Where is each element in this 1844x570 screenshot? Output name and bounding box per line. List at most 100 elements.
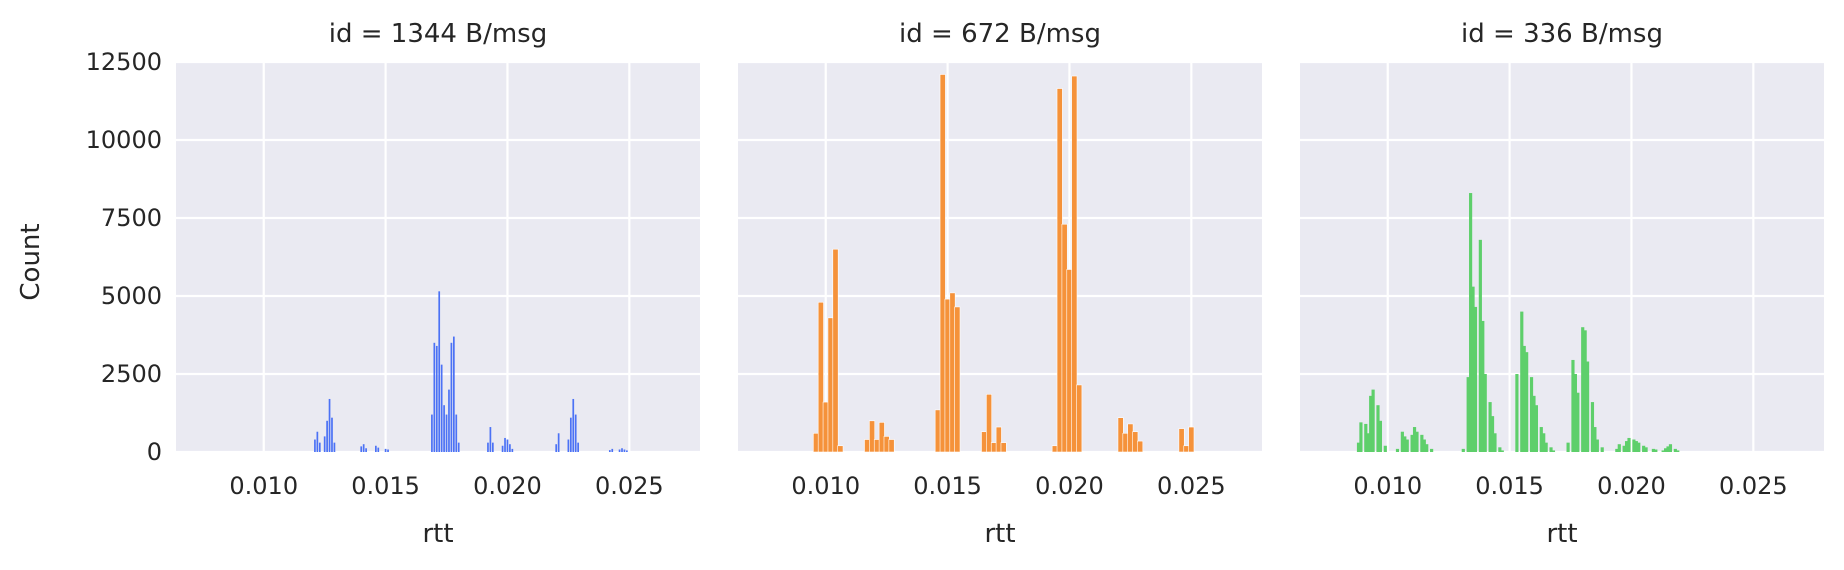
histogram-bar bbox=[501, 445, 504, 452]
histogram-bar bbox=[1359, 422, 1363, 452]
histogram-bar bbox=[365, 448, 367, 452]
histogram-bar bbox=[1183, 445, 1190, 453]
histogram-bar bbox=[443, 405, 445, 452]
plot-area bbox=[738, 62, 1262, 452]
histogram-bar bbox=[1571, 359, 1575, 452]
histogram-bar bbox=[377, 447, 380, 452]
x-axis-label: rtt bbox=[1546, 519, 1577, 549]
x-tick-label: 0.025 bbox=[595, 472, 664, 500]
x-tick-label: 0.010 bbox=[791, 472, 860, 500]
histogram-bar bbox=[1532, 395, 1536, 452]
histogram-bar bbox=[1661, 450, 1665, 452]
y-tick-label: 7500 bbox=[101, 204, 162, 232]
x-tick-label: 0.020 bbox=[473, 472, 542, 500]
y-tick-label: 0 bbox=[147, 438, 162, 466]
histogram-bar bbox=[1663, 448, 1668, 452]
x-tick-label: 0.015 bbox=[1475, 472, 1544, 500]
histogram-bar bbox=[567, 439, 570, 452]
x-tick-label: 0.015 bbox=[913, 472, 982, 500]
histogram-bar bbox=[1412, 427, 1417, 452]
histogram-bar bbox=[1430, 448, 1434, 452]
histogram-bar bbox=[1573, 374, 1577, 452]
histogram-bar bbox=[1522, 345, 1526, 452]
histogram-bar bbox=[1420, 434, 1424, 452]
histogram-bar bbox=[864, 439, 871, 453]
histogram-bar bbox=[440, 364, 443, 452]
histogram-bar bbox=[623, 449, 626, 452]
histogram-bar bbox=[326, 420, 328, 452]
histogram-bar bbox=[1632, 439, 1636, 452]
histogram-bar bbox=[1676, 450, 1680, 452]
histogram-bar bbox=[1376, 405, 1380, 452]
histogram-bar bbox=[438, 291, 441, 452]
histogram-bar bbox=[1581, 327, 1585, 452]
panel-title: id = 336 B/msg bbox=[1461, 19, 1663, 49]
histogram-bar bbox=[1410, 434, 1414, 452]
histogram-bar bbox=[1490, 416, 1495, 452]
histogram-bar bbox=[1493, 433, 1497, 452]
histogram-bar bbox=[1483, 374, 1487, 452]
histogram-bar bbox=[981, 431, 988, 453]
histogram-bar bbox=[1132, 431, 1139, 453]
histogram-bar bbox=[873, 439, 880, 453]
histogram-bar bbox=[1061, 223, 1068, 453]
x-tick-label: 0.010 bbox=[229, 472, 298, 500]
histogram-bar bbox=[827, 317, 834, 453]
histogram-bar bbox=[1520, 311, 1524, 452]
histogram-bar bbox=[574, 414, 577, 452]
histogram-bar bbox=[1551, 450, 1556, 452]
histogram-bar bbox=[489, 427, 492, 452]
histogram-bar bbox=[995, 426, 1002, 453]
panel-title: id = 1344 B/msg bbox=[329, 19, 547, 49]
histogram-bar bbox=[1178, 428, 1185, 453]
histogram-bar bbox=[555, 444, 558, 452]
panel-3: 0.010 0.015 0.020 0.025 id = 336 B/msg rtt bbox=[1300, 19, 1824, 549]
panel-title: id = 672 B/msg bbox=[899, 19, 1101, 49]
histogram-bar bbox=[944, 298, 951, 453]
histogram-bar bbox=[1405, 439, 1409, 452]
histogram-bar bbox=[450, 342, 453, 452]
histogram-bar bbox=[511, 448, 514, 452]
histogram-bar bbox=[316, 431, 319, 452]
histogram-bar bbox=[1481, 320, 1485, 452]
x-axis-label: rtt bbox=[984, 519, 1015, 549]
histogram-bar bbox=[1634, 441, 1638, 452]
histogram-bar bbox=[608, 450, 611, 452]
histogram-bar bbox=[1395, 448, 1400, 452]
histogram-bar bbox=[1576, 392, 1580, 452]
histogram-bar bbox=[1673, 448, 1677, 452]
histogram-bar bbox=[1515, 374, 1519, 452]
histogram-bar bbox=[328, 398, 331, 452]
histogram-bar bbox=[949, 292, 956, 453]
histogram-bar bbox=[621, 448, 623, 452]
histogram-bar bbox=[888, 439, 895, 453]
histogram-bar bbox=[1544, 442, 1548, 452]
histogram-bar bbox=[1590, 402, 1595, 452]
x-tick-label: 0.020 bbox=[1597, 472, 1666, 500]
histogram-bar bbox=[986, 393, 993, 453]
histogram-bar bbox=[374, 445, 377, 452]
histogram-bar bbox=[504, 437, 506, 452]
histogram-bar bbox=[314, 439, 316, 452]
histogram-bar bbox=[626, 450, 628, 452]
histogram-bar bbox=[387, 449, 389, 452]
histogram-bar bbox=[611, 448, 614, 452]
x-tick-label: 0.020 bbox=[1035, 472, 1104, 500]
histogram-bar bbox=[1461, 448, 1465, 452]
histogram-bar bbox=[487, 442, 489, 452]
histogram-bar bbox=[1542, 433, 1546, 452]
histogram-bar bbox=[323, 436, 326, 452]
histogram-bar bbox=[1400, 431, 1404, 452]
histogram-bar bbox=[331, 417, 333, 452]
histogram-bar bbox=[1076, 384, 1083, 453]
histogram-bar bbox=[1644, 447, 1648, 452]
histogram-bar bbox=[1369, 395, 1373, 452]
histogram-bar bbox=[509, 444, 511, 452]
x-tick-label: 0.025 bbox=[1157, 472, 1226, 500]
histogram-bar bbox=[452, 336, 455, 452]
histogram-bar bbox=[318, 442, 321, 452]
histogram-bar bbox=[1488, 402, 1492, 452]
histogram-bar bbox=[837, 445, 844, 453]
histogram-bar bbox=[577, 442, 579, 452]
